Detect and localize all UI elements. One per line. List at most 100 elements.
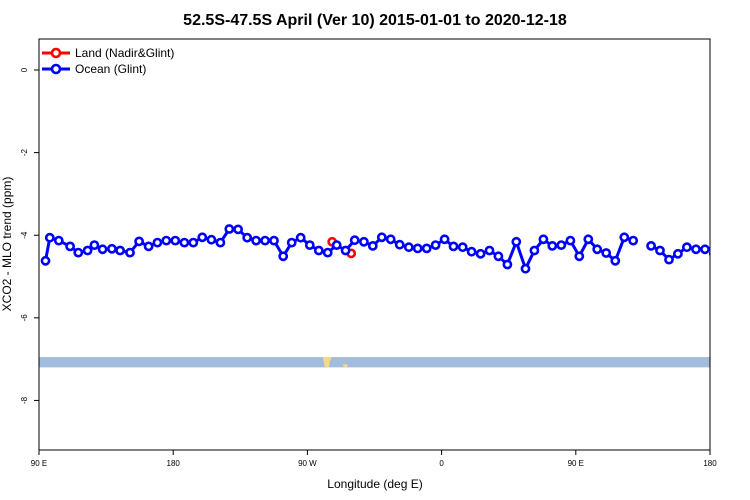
data-point	[242, 232, 253, 243]
data-point	[340, 245, 351, 256]
y-tick-label: -8	[20, 396, 29, 404]
data-point	[719, 242, 726, 249]
y-tick-label: 0	[20, 67, 29, 72]
data-point	[313, 245, 324, 256]
data-point	[331, 240, 342, 250]
data-point	[65, 241, 75, 252]
x-tick-label: 90 E	[31, 459, 47, 468]
y-tick-label: -4	[20, 231, 29, 239]
data-point	[107, 243, 117, 254]
data-point	[358, 236, 369, 247]
data-point	[466, 246, 477, 257]
legend-label: Land (Nadir&Glint)	[75, 46, 174, 60]
data-point	[152, 237, 163, 248]
data-point	[475, 248, 486, 259]
data-point	[197, 232, 208, 243]
x-tick-label: 90 E	[568, 459, 584, 468]
data-point	[574, 251, 585, 262]
data-point	[97, 244, 108, 255]
data-point	[251, 235, 261, 246]
y-tick-label: -6	[20, 314, 29, 322]
data-point	[538, 234, 549, 245]
data-point	[188, 237, 199, 248]
legend-label: Ocean (Glint)	[75, 62, 146, 76]
data-point	[610, 255, 621, 266]
legend-item: Ocean (Glint)	[42, 62, 146, 76]
x-axis: 90 E 180 90 W 0 90 E 180	[31, 450, 717, 468]
data-point	[295, 232, 306, 243]
x-tick-label: 0	[439, 459, 444, 468]
x-tick-label: 180	[167, 459, 181, 468]
chart-title: 52.5S-47.5S April (Ver 10) 2015-01-01 to…	[183, 12, 567, 29]
x-tick-label: 180	[703, 459, 717, 468]
data-point	[511, 236, 522, 247]
data-point	[700, 244, 710, 255]
data-point	[278, 251, 289, 262]
data-point	[349, 235, 360, 246]
legend: Land (Nadir&Glint) Ocean (Glint)	[42, 46, 174, 76]
map-ocean-band	[39, 357, 710, 368]
data-point	[134, 236, 144, 247]
y-axis-label: XCO2 - MLO trend (ppm)	[0, 177, 14, 312]
plot-frame	[38, 38, 711, 451]
map-land-island	[342, 364, 348, 368]
data-point	[161, 235, 172, 246]
data-point	[430, 240, 441, 250]
data-point	[73, 247, 84, 258]
data-point	[529, 245, 540, 256]
data-point	[691, 244, 701, 255]
series-line	[714, 237, 750, 254]
legend-item: Land (Nadir&Glint)	[42, 46, 174, 60]
x-tick-label: 90 W	[298, 459, 317, 468]
data-point	[484, 245, 495, 256]
data-point	[233, 224, 243, 235]
data-point	[269, 235, 279, 246]
data-point	[412, 243, 423, 254]
data-point	[583, 234, 594, 245]
data-point	[592, 244, 603, 255]
data-point	[664, 254, 674, 265]
data-point	[502, 259, 513, 270]
data-point	[304, 240, 315, 250]
map-land-south-america	[322, 357, 332, 368]
data-point	[215, 237, 226, 248]
data-point	[53, 235, 64, 246]
data-point	[628, 235, 639, 246]
y-axis: 0 -2 -4 -6 -8	[20, 67, 39, 404]
data-point	[619, 232, 630, 243]
data-point	[322, 247, 333, 258]
data-point	[206, 234, 217, 245]
data-point	[439, 234, 450, 245]
data-point	[40, 255, 51, 266]
y-tick-label: -2	[20, 148, 29, 156]
series-layer	[40, 224, 750, 274]
data-point	[565, 235, 576, 246]
data-point	[403, 242, 414, 253]
data-point	[376, 232, 387, 243]
data-point	[728, 234, 735, 241]
data-point	[125, 247, 135, 258]
data-point	[746, 238, 750, 245]
data-point	[737, 244, 744, 251]
data-point	[556, 240, 567, 250]
data-point	[82, 245, 93, 256]
data-point	[367, 240, 378, 251]
data-point	[520, 263, 531, 274]
data-point	[493, 251, 504, 262]
data-point	[673, 248, 683, 259]
series-1	[40, 224, 750, 274]
data-point	[385, 234, 396, 245]
data-point	[170, 235, 181, 246]
data-point	[682, 242, 692, 253]
data-point	[646, 240, 656, 251]
data-point	[143, 241, 154, 252]
data-point	[286, 237, 297, 248]
data-point	[655, 245, 665, 256]
data-point	[44, 232, 55, 243]
map-strip	[39, 357, 710, 368]
data-point	[448, 241, 459, 252]
legend-swatch-marker	[50, 47, 62, 59]
data-point	[260, 235, 270, 246]
data-point	[547, 240, 558, 251]
